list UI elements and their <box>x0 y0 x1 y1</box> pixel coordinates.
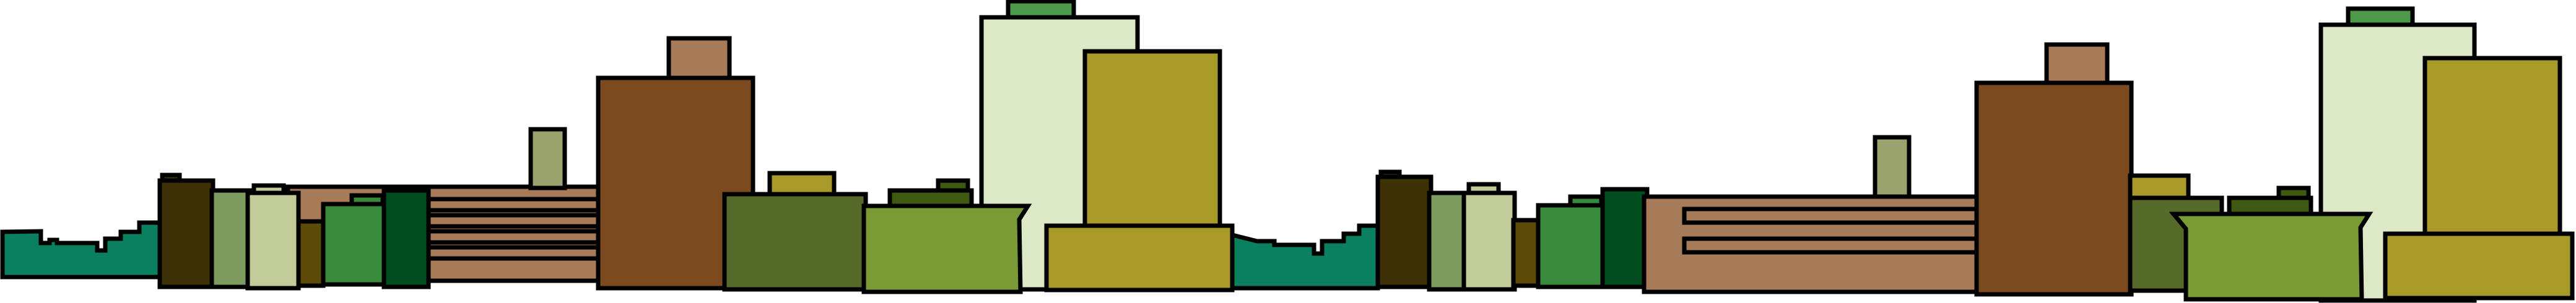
forest-green-tower-left <box>381 188 431 289</box>
olive-green-building-left <box>722 192 868 292</box>
medium-green-building-left <box>321 202 388 287</box>
moss-wedge-building-left <box>861 203 1032 294</box>
skyline-left-group <box>0 0 1235 294</box>
dark-olive-building-left <box>157 178 215 289</box>
khaki-chimney-left <box>528 127 567 190</box>
forest-green-tower-right <box>1600 187 1650 289</box>
olive-brown-block-left <box>296 219 326 288</box>
mustard-base-right <box>2383 231 2575 301</box>
skyline-right-group <box>1230 6 2575 303</box>
warehouse-stripe-left-1 <box>425 197 603 213</box>
sage-building-left <box>209 188 253 289</box>
mustard-base-left <box>1044 223 1235 292</box>
warehouse-stripe-right-2 <box>1682 236 1981 255</box>
warehouse-stripe-left-2 <box>425 213 603 229</box>
warehouse-stripe-right-1 <box>1682 207 1981 225</box>
teal-low-building-left <box>0 220 165 280</box>
warehouse-stripe-left-3 <box>425 229 603 245</box>
medium-green-building-right <box>1536 203 1605 289</box>
pale-sage-building-right <box>1461 190 1517 292</box>
rust-brown-tower-right-cap <box>2044 42 2110 87</box>
olive-brown-block-right <box>1511 218 1541 288</box>
rust-brown-tower-left-cap <box>666 36 732 82</box>
moss-wedge-building-right <box>2169 211 2374 302</box>
teal-low-building-right <box>1230 223 1380 291</box>
rust-brown-tower-right <box>1974 80 2134 297</box>
khaki-chimney-right <box>1873 135 1912 199</box>
warehouse-stripe-left-4 <box>425 245 603 261</box>
mustard-cap-left <box>767 171 837 197</box>
dark-olive-building-right <box>1375 174 1434 289</box>
pale-green-skyscraper-right-cap <box>2346 6 2415 27</box>
pale-sage-building-left <box>245 190 301 291</box>
